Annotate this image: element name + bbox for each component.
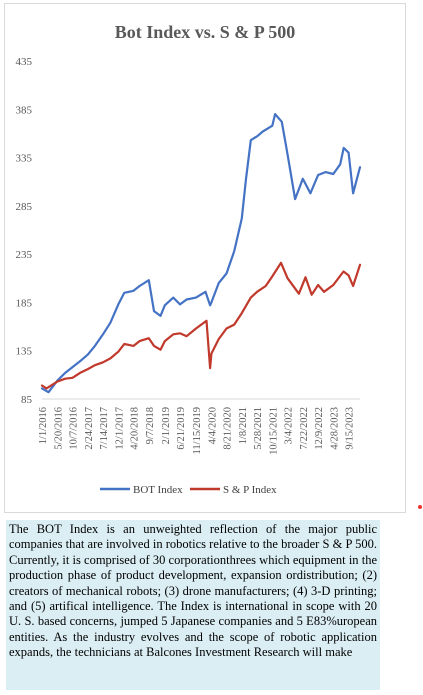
x-tick-label: 6/21/2019 (176, 407, 187, 450)
x-tick-label: 8/21/2020 (223, 407, 234, 450)
x-tick-label: 5/20/2016 (53, 407, 64, 450)
series-line-sp-index (40, 261, 362, 390)
x-tick-label: 9/15/2023 (345, 407, 356, 450)
x-tick-label: 2/24/2017 (84, 407, 95, 450)
x-tick-label: 10/15/2021 (268, 407, 279, 455)
x-tick-label: 4/20/2018 (130, 407, 141, 450)
x-tick-label: 11/15/2019 (192, 407, 203, 454)
x-tick-label: 3/4/2022 (284, 407, 295, 444)
x-tick-label: 7/22/2022 (299, 407, 310, 450)
x-tick-label: 12/9/2022 (314, 407, 325, 450)
y-tick-label: 235 (16, 249, 33, 261)
y-tick-label: 185 (16, 297, 33, 309)
line-chart: 85 135 185 235 285 335 385 435 1/1/2016 5/20/2016… (16, 56, 362, 496)
legend-label: BOT Index (133, 484, 183, 496)
y-tick-label: 135 (16, 346, 33, 358)
y-tick-label: 85 (21, 394, 33, 406)
chart-frame: Bot Index vs. S & P 500 85 135 185 235 285 33… (4, 3, 406, 513)
x-tick-label: 4/4/2020 (207, 407, 218, 444)
y-tick-label: 285 (16, 201, 33, 213)
x-tick-label: 12/1/2017 (114, 407, 125, 450)
y-tick-label: 435 (16, 56, 33, 68)
chart-title: Bot Index vs. S & P 500 (114, 22, 296, 42)
x-tick-label: 1/1/2016 (38, 407, 49, 444)
red-dot-marker (418, 505, 422, 509)
series-line-bot-index (40, 112, 362, 394)
x-tick-label: 1/8/2021 (238, 407, 249, 444)
x-tick-label: 7/14/2017 (99, 407, 110, 450)
x-tick-label: 5/28/2021 (253, 407, 264, 450)
x-tick-label: 4/28/2023 (329, 407, 340, 450)
x-tick-label: 9/7/2018 (145, 407, 156, 444)
description-text: The BOT Index is an unweighted reflectio… (6, 520, 380, 690)
legend-label: S & P Index (223, 484, 277, 496)
y-tick-label: 385 (16, 104, 33, 116)
x-tick-label: 10/7/2016 (69, 407, 80, 450)
x-tick-label: 2/1/2019 (161, 407, 172, 444)
y-tick-label: 335 (16, 153, 33, 165)
